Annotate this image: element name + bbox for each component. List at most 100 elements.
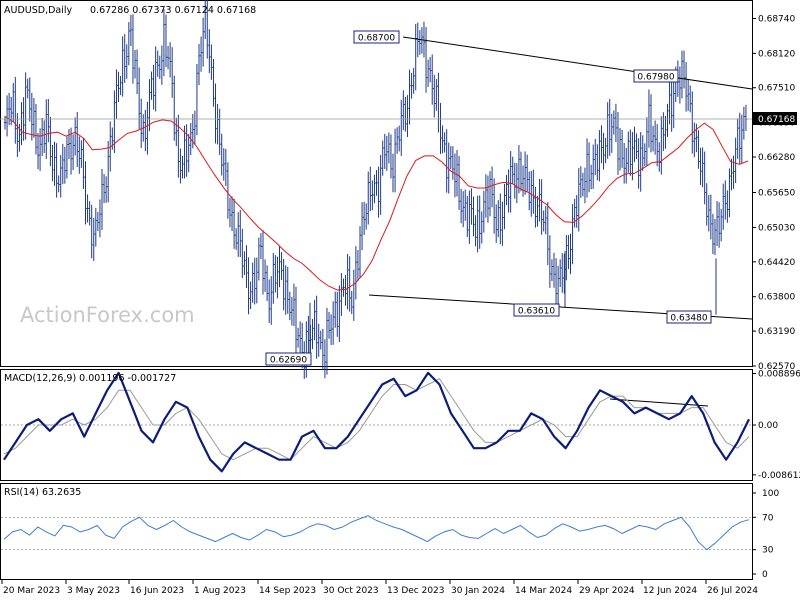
ohlc-bar bbox=[131, 14, 135, 84]
ohlc-bar bbox=[334, 291, 337, 328]
ohlc-bar bbox=[20, 102, 23, 146]
ohlc-bar bbox=[602, 132, 605, 170]
ohlc-bar bbox=[14, 76, 17, 144]
ohlc-bar bbox=[78, 136, 81, 174]
ohlc-bar bbox=[7, 92, 11, 126]
ohlc-bar bbox=[684, 62, 688, 112]
date-tick-label: 20 Mar 2023 bbox=[3, 586, 60, 596]
ohlc-bar bbox=[73, 117, 77, 156]
ohlc-bar bbox=[129, 14, 133, 47]
ohlc-bar bbox=[534, 186, 537, 228]
ohlc-bar bbox=[226, 162, 230, 219]
ohlc-bar bbox=[379, 154, 382, 215]
ohlc-bar bbox=[736, 118, 739, 159]
ohlc-bar bbox=[395, 127, 399, 154]
ohlc-bar bbox=[307, 315, 310, 356]
ohlc-bar bbox=[317, 323, 320, 357]
rsi-panel bbox=[0, 483, 753, 580]
ohlc-bar bbox=[218, 108, 221, 155]
date-tick-label: 12 Jun 2024 bbox=[643, 586, 697, 596]
ohlc-bar bbox=[686, 79, 690, 111]
ohlc-bar bbox=[369, 166, 372, 212]
ohlc-bar bbox=[228, 197, 232, 228]
ohlc-bar bbox=[123, 34, 126, 83]
ohlc-bar bbox=[340, 273, 343, 316]
ohlc-bar bbox=[666, 103, 669, 137]
ohlc-bar bbox=[53, 141, 56, 186]
svg-text:0.67980: 0.67980 bbox=[637, 73, 674, 83]
ohlc-bar bbox=[457, 156, 461, 210]
annotation-low2: 0.63610 bbox=[513, 303, 560, 317]
ohlc-bar bbox=[532, 169, 535, 214]
ohlc-bar bbox=[28, 77, 31, 122]
ohlc-bar bbox=[181, 156, 184, 179]
macd-tick-label: 0.00 bbox=[758, 421, 778, 431]
date-tick-label: 16 Jun 2023 bbox=[130, 586, 184, 596]
ohlc-bar bbox=[724, 180, 727, 220]
ohlc-bar bbox=[319, 330, 322, 350]
ohlc-bar bbox=[387, 132, 391, 164]
ohlc-bar bbox=[267, 279, 271, 324]
price-tick-label: 0.63190 bbox=[758, 327, 795, 337]
ohlc-bar bbox=[104, 176, 108, 203]
ohlc-bar bbox=[691, 91, 694, 154]
ohlc-bar bbox=[722, 183, 725, 230]
rsi-tick-label: 100 bbox=[762, 489, 779, 499]
ohlc-bar bbox=[140, 98, 143, 148]
ohlc-bar bbox=[492, 178, 496, 234]
svg-text:0.62690: 0.62690 bbox=[270, 356, 307, 366]
ohlc-bar bbox=[732, 155, 735, 189]
ohlc-bar bbox=[16, 113, 19, 157]
ohlc-bar bbox=[604, 137, 607, 164]
ohlc-bar bbox=[154, 46, 157, 112]
ohlc-bar bbox=[313, 299, 316, 341]
ohlc-bar bbox=[402, 90, 405, 131]
svg-text:0.63480: 0.63480 bbox=[670, 314, 707, 324]
price-tick-label: 0.66280 bbox=[758, 153, 795, 163]
price-tick-label: 0.65030 bbox=[758, 223, 795, 233]
ohlc-bar bbox=[385, 135, 389, 171]
ohlc-bar bbox=[88, 201, 91, 226]
ohlc-bar bbox=[249, 281, 252, 309]
ohlc-bar bbox=[558, 259, 562, 287]
ohlc-bar bbox=[40, 117, 44, 157]
ohlc-bar bbox=[175, 117, 178, 147]
ohlc-bar bbox=[464, 189, 467, 221]
ohlc-bar bbox=[346, 253, 349, 310]
ohlc-bar bbox=[658, 142, 661, 172]
ohlc-bar bbox=[612, 110, 616, 135]
ohlc-bar bbox=[292, 283, 296, 327]
ohlc-bar bbox=[620, 129, 624, 168]
ohlc-bar bbox=[546, 201, 550, 266]
price-ohlc: 0.67286 0.67373 0.67124 0.67168 bbox=[90, 5, 256, 16]
ohlc-bar bbox=[513, 162, 516, 199]
ohlc-bar bbox=[515, 163, 519, 204]
ohlc-bar bbox=[416, 22, 419, 58]
ohlc-bar bbox=[61, 143, 64, 185]
ohlc-bar bbox=[567, 235, 570, 270]
ohlc-bar bbox=[393, 128, 397, 193]
ohlc-bar bbox=[288, 291, 292, 321]
ohlc-bar bbox=[441, 125, 444, 154]
ohlc-bar bbox=[294, 286, 298, 353]
ohlc-bar bbox=[664, 115, 667, 149]
ohlc-bar bbox=[270, 276, 273, 325]
ohlc-bar bbox=[608, 98, 611, 156]
ohlc-bar bbox=[381, 140, 384, 176]
rsi-axis: 100 70 30 0 bbox=[752, 489, 779, 580]
ohlc-bar bbox=[30, 92, 34, 141]
ohlc-bar bbox=[717, 202, 721, 248]
ohlc-bar bbox=[55, 143, 58, 198]
ohlc-bar bbox=[511, 156, 514, 184]
ohlc-bar bbox=[338, 285, 341, 342]
ohlc-bar bbox=[594, 138, 597, 176]
date-tick-label: 3 May 2023 bbox=[67, 586, 120, 596]
ohlc-bar bbox=[466, 196, 469, 238]
ohlc-bar bbox=[459, 188, 463, 224]
ohlc-bar bbox=[404, 96, 407, 132]
ohlc-bar bbox=[290, 296, 294, 326]
ohlc-bar bbox=[222, 148, 225, 181]
ohlc-bar bbox=[618, 128, 622, 171]
ohlc-bar bbox=[499, 193, 502, 245]
ohlc-bar bbox=[606, 102, 609, 159]
